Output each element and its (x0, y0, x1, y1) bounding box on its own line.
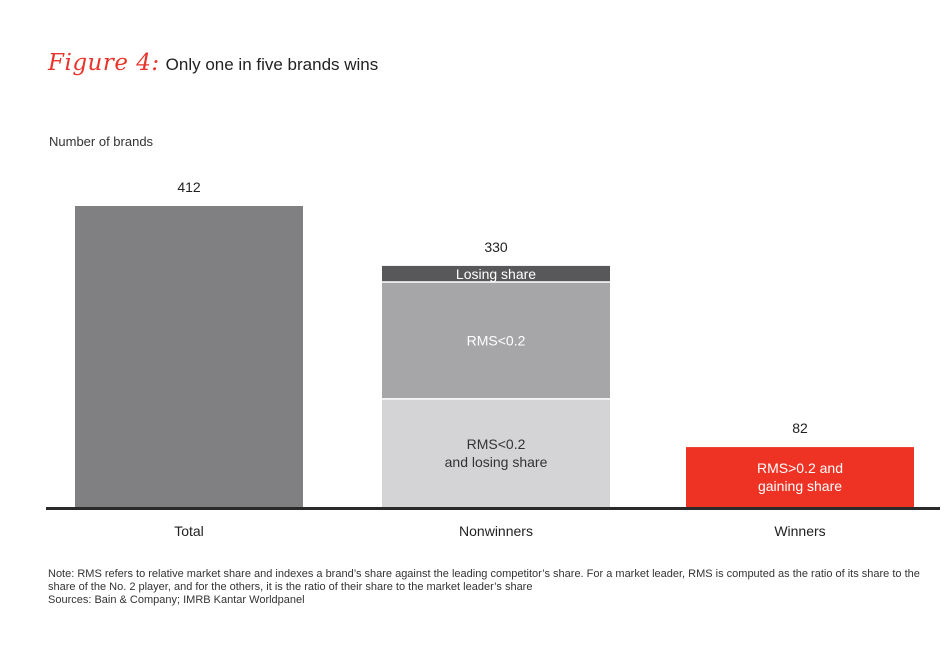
category-label: Winners (774, 523, 825, 539)
segment-label: RMS<0.2 (467, 436, 526, 452)
bar-segment (382, 398, 610, 507)
bar-value-label: 412 (177, 179, 201, 195)
segment-label: gaining share (758, 478, 842, 494)
segment-label: RMS>0.2 and (757, 460, 843, 476)
stacked-bar-chart: 412 Total RMS<0.2 and losing share RMS<0.2 Lo… (46, 179, 940, 539)
bar-segment (382, 265, 610, 282)
bar-segment (382, 281, 610, 399)
bar-segment (75, 206, 303, 507)
y-axis-label: Number of brands (49, 134, 154, 149)
segment-label: Losing share (456, 266, 536, 282)
figure-label: Figure 4: (48, 50, 160, 76)
segment-label: and losing share (445, 454, 548, 470)
chart-notes: Note: RMS refers to relative market shar… (48, 568, 948, 607)
category-label: Nonwinners (459, 523, 533, 539)
bar-segment (686, 447, 914, 507)
figure-heading: Only one in five brands wins (165, 55, 379, 74)
category-label: Total (174, 523, 204, 539)
segment-label: RMS<0.2 (467, 332, 526, 348)
bar-value-label: 330 (484, 239, 508, 255)
bar-value-label: 82 (792, 420, 808, 436)
note-text: Note: RMS refers to relative market shar… (48, 568, 920, 593)
sources-text: Sources: Bain & Company; IMRB Kantar Wor… (48, 594, 305, 606)
figure-title: Figure 4: Only one in five brands wins (48, 50, 378, 76)
